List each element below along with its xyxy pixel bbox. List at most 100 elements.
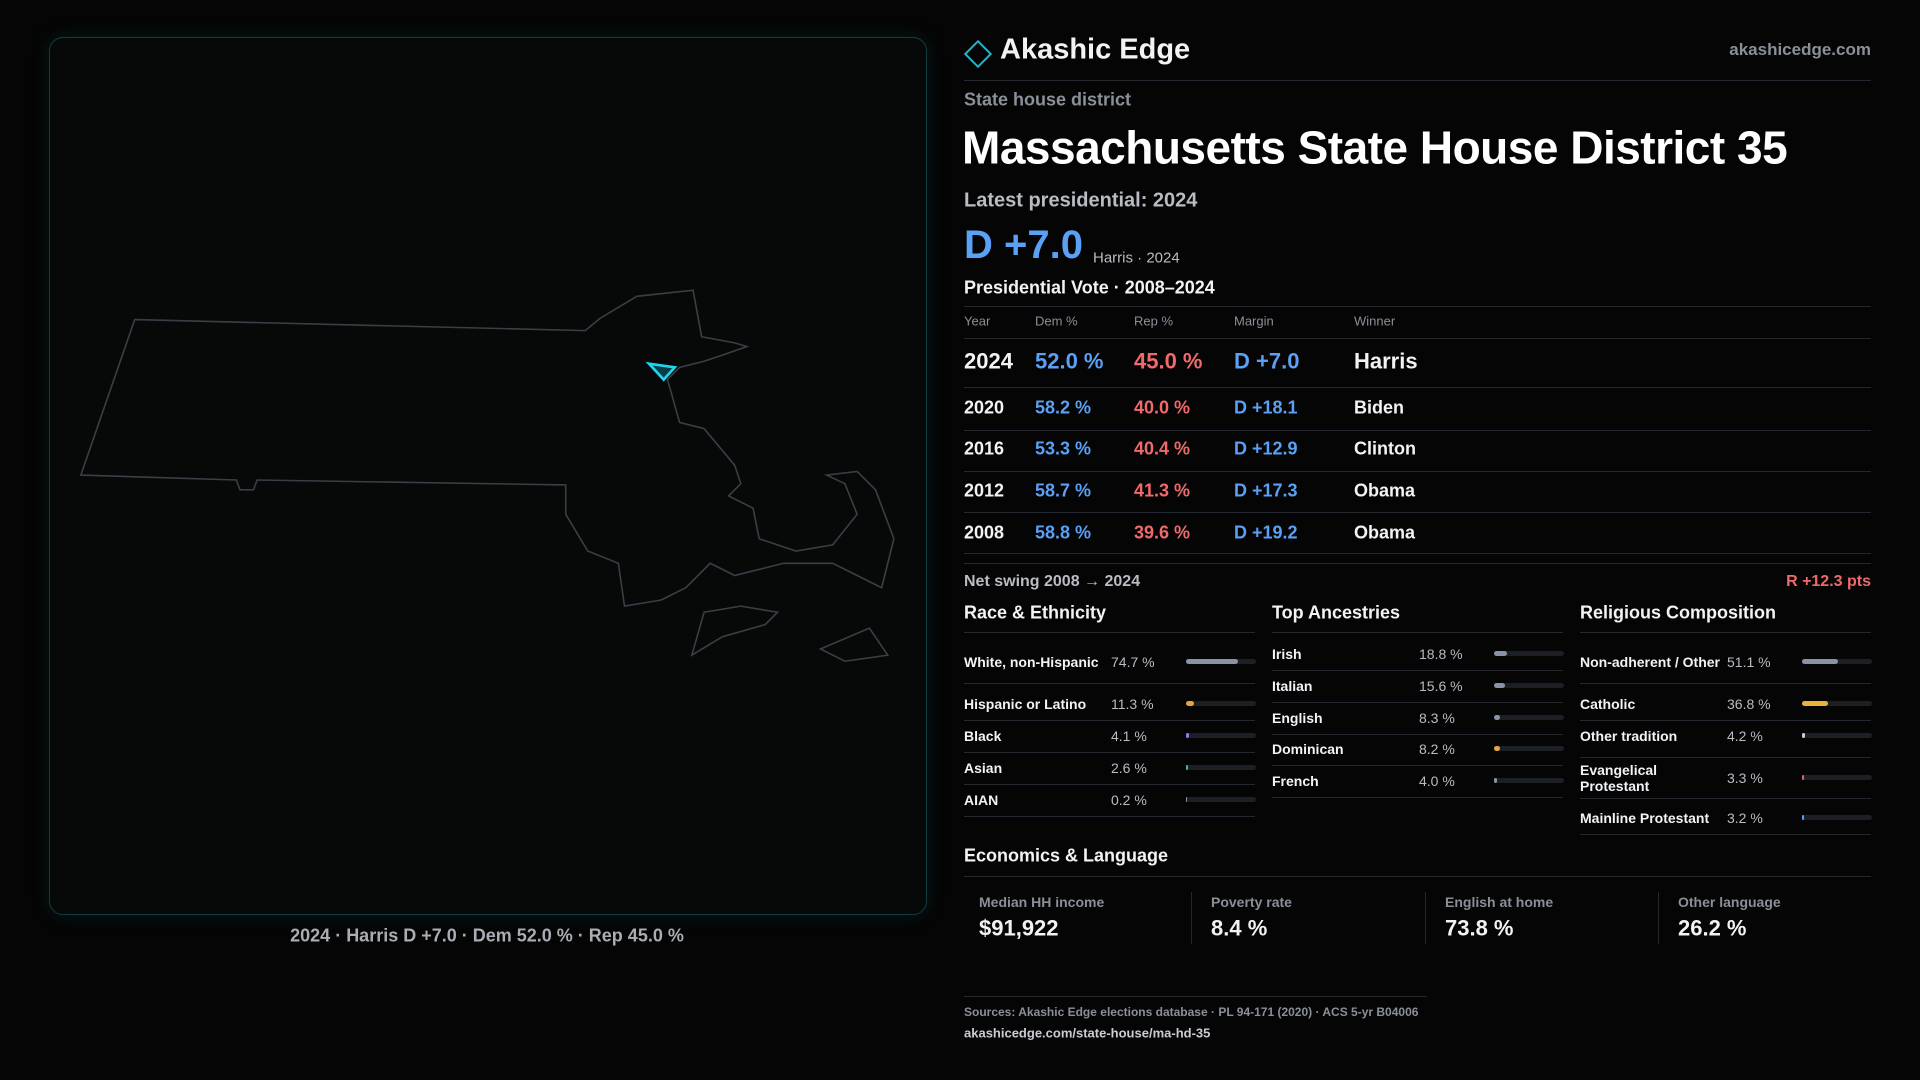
divider: [1272, 670, 1563, 671]
bar-track: [1494, 715, 1564, 720]
item-name: Irish: [1272, 645, 1302, 662]
item-name: Evangelical Protestant: [1580, 761, 1658, 794]
bar: [1802, 659, 1838, 664]
table-cell: Obama: [1354, 522, 1416, 543]
divider: [1580, 834, 1871, 835]
card-divider: [1658, 892, 1659, 944]
column-header: Winner: [1354, 313, 1396, 329]
swing-value: R +12.3 pts: [1786, 572, 1871, 590]
table-cell: D +12.9: [1234, 438, 1298, 459]
bar: [1186, 765, 1188, 770]
divider: [964, 683, 1255, 684]
table-cell: Clinton: [1354, 438, 1416, 459]
bar: [1494, 778, 1497, 783]
item-value: 8.3 %: [1419, 709, 1455, 726]
column-header: Year: [964, 313, 991, 329]
map-panel: [49, 37, 927, 915]
divider: [964, 996, 1427, 997]
state-outline: [79, 289, 895, 608]
stat-value: 26.2 %: [1678, 915, 1747, 941]
latest-margin: D +7.0: [964, 223, 1083, 267]
brand-site: akashicedge.com: [1729, 40, 1871, 60]
section-title: Race & Ethnicity: [964, 602, 1107, 623]
divider: [1272, 765, 1563, 766]
source-url: akashicedge.com/state-house/ma-hd-35: [964, 1025, 1211, 1041]
table-cell: 2024: [964, 348, 1013, 374]
bar-track: [1802, 733, 1872, 738]
stat-label: Median HH income: [979, 893, 1105, 910]
island: [690, 605, 890, 663]
item-value: 74.7 %: [1111, 653, 1155, 670]
divider: [964, 876, 1871, 877]
divider: [1580, 683, 1871, 684]
divider: [964, 816, 1255, 817]
item-value: 15.6 %: [1419, 677, 1463, 694]
bar: [1802, 775, 1805, 780]
section-title: Religious Composition: [1580, 602, 1776, 623]
column-header: Margin: [1234, 313, 1274, 329]
divider: [1580, 757, 1871, 758]
district-title: Massachusetts State House District 35: [962, 121, 1788, 174]
bar: [1802, 815, 1805, 820]
divider: [964, 553, 1871, 554]
item-value: 2.6 %: [1111, 759, 1147, 776]
bar: [1802, 733, 1805, 738]
item-value: 51.1 %: [1727, 653, 1771, 670]
divider: [1272, 733, 1563, 735]
table-cell: 2016: [964, 438, 1005, 459]
bar: [1494, 651, 1508, 656]
item-value: 36.8 %: [1727, 695, 1771, 712]
table-cell: 2008: [964, 522, 1005, 543]
brand-name: Akashic Edge: [1000, 33, 1191, 66]
divider: [1580, 798, 1871, 799]
bar: [1802, 701, 1828, 706]
divider: [964, 430, 1871, 431]
map-caption: 2024 · Harris D +7.0 · Dem 52.0 % · Rep …: [290, 925, 684, 946]
divider: [964, 752, 1255, 753]
item-name: English: [1272, 709, 1323, 726]
table-cell: 58.7 %: [1035, 480, 1092, 501]
divider: [964, 784, 1255, 785]
item-name: White, non-Hispanic: [964, 653, 1099, 670]
item-name: Dominican: [1272, 740, 1344, 757]
item-name: Non-adherent / Other: [1580, 653, 1721, 670]
item-name: Italian: [1272, 677, 1313, 694]
district-highlight: [645, 361, 678, 382]
bar-track: [1494, 651, 1564, 656]
table-cell: Biden: [1354, 397, 1405, 418]
table-cell: D +19.2: [1234, 522, 1298, 543]
bar-track: [1802, 775, 1872, 780]
stat-label: Other language: [1678, 893, 1781, 910]
item-value: 4.2 %: [1727, 727, 1763, 744]
divider: [964, 80, 1871, 81]
item-name: French: [1272, 772, 1319, 789]
item-name: Catholic: [1580, 695, 1636, 712]
bar: [1186, 701, 1194, 706]
table-cell: 2020: [964, 397, 1005, 418]
bar-track: [1186, 733, 1256, 738]
item-name: Black: [964, 727, 1002, 744]
stat-label: English at home: [1445, 893, 1554, 910]
district-kind: State house district: [964, 89, 1132, 110]
bar-track: [1802, 815, 1872, 820]
bar-track: [1186, 797, 1256, 802]
logo: [963, 39, 993, 69]
divider: [964, 512, 1871, 513]
table-cell: 40.0 %: [1134, 397, 1191, 418]
table-cell: 39.6 %: [1134, 522, 1191, 543]
table-cell: D +7.0: [1234, 348, 1300, 374]
item-name: Other tradition: [1580, 727, 1678, 744]
table-cell: Harris: [1354, 348, 1418, 374]
table-cell: 41.3 %: [1134, 480, 1191, 501]
bar: [1186, 733, 1189, 738]
item-name: Hispanic or Latino: [964, 695, 1087, 712]
stat-label: Poverty rate: [1211, 893, 1292, 910]
latest-note: Harris · 2024: [1093, 249, 1180, 267]
stat-value: $91,922: [979, 915, 1059, 941]
divider: [1580, 720, 1871, 721]
latest-heading: Latest presidential: 2024: [964, 189, 1198, 212]
table-cell: 2012: [964, 480, 1005, 501]
card-divider: [1191, 892, 1192, 944]
bar-track: [1802, 701, 1872, 706]
